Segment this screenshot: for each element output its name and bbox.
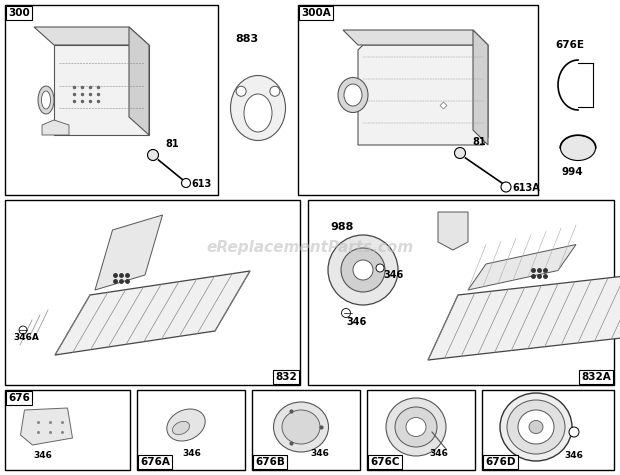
- Polygon shape: [129, 27, 149, 135]
- Ellipse shape: [38, 86, 54, 114]
- Circle shape: [236, 86, 246, 96]
- Text: 346A: 346A: [13, 333, 39, 342]
- Text: eReplacementParts.com: eReplacementParts.com: [206, 240, 414, 255]
- Text: 988: 988: [330, 222, 353, 232]
- Bar: [5, 5, 218, 195]
- Text: 676B: 676B: [255, 457, 285, 467]
- Ellipse shape: [244, 94, 272, 132]
- Text: 81: 81: [472, 137, 485, 147]
- Polygon shape: [34, 27, 149, 45]
- Polygon shape: [55, 271, 250, 355]
- Bar: [137, 390, 245, 470]
- Text: 346: 346: [33, 451, 52, 460]
- Circle shape: [376, 264, 384, 272]
- Polygon shape: [95, 215, 162, 290]
- Bar: [308, 200, 614, 385]
- Text: 883: 883: [235, 34, 258, 44]
- Ellipse shape: [529, 420, 543, 434]
- Bar: [5, 390, 130, 470]
- Bar: [482, 390, 614, 470]
- Circle shape: [328, 235, 398, 305]
- Ellipse shape: [560, 135, 595, 161]
- Bar: [5, 200, 300, 385]
- Polygon shape: [428, 272, 620, 360]
- Bar: [298, 5, 538, 195]
- Text: 346: 346: [564, 451, 583, 460]
- Polygon shape: [473, 30, 488, 145]
- Polygon shape: [468, 245, 576, 290]
- Ellipse shape: [501, 182, 511, 192]
- Text: 300: 300: [8, 8, 30, 18]
- Ellipse shape: [518, 410, 554, 444]
- Text: 346: 346: [429, 449, 448, 458]
- Ellipse shape: [231, 76, 285, 141]
- Text: 676: 676: [8, 393, 30, 403]
- Ellipse shape: [454, 148, 466, 159]
- Text: 676C: 676C: [370, 457, 399, 467]
- Text: 832A: 832A: [582, 372, 611, 382]
- Bar: [367, 390, 475, 470]
- Ellipse shape: [344, 84, 362, 106]
- Text: 81: 81: [165, 139, 179, 149]
- Ellipse shape: [569, 427, 579, 437]
- Ellipse shape: [395, 407, 437, 447]
- Ellipse shape: [172, 421, 190, 435]
- Polygon shape: [54, 45, 149, 135]
- Text: 346: 346: [383, 270, 403, 280]
- Ellipse shape: [148, 150, 159, 161]
- Ellipse shape: [507, 400, 565, 454]
- Text: 994: 994: [562, 167, 583, 177]
- Polygon shape: [343, 30, 488, 45]
- Circle shape: [19, 326, 27, 334]
- Text: 346: 346: [182, 449, 201, 458]
- Circle shape: [353, 260, 373, 280]
- Text: 613A: 613A: [512, 183, 540, 193]
- Polygon shape: [438, 212, 468, 250]
- Text: 613: 613: [191, 179, 211, 189]
- Ellipse shape: [386, 398, 446, 456]
- Circle shape: [270, 86, 280, 96]
- Circle shape: [341, 248, 385, 292]
- Text: 832: 832: [275, 372, 297, 382]
- Ellipse shape: [406, 418, 426, 437]
- Ellipse shape: [338, 77, 368, 113]
- Text: 346: 346: [346, 317, 366, 327]
- Text: 346: 346: [310, 449, 329, 458]
- Text: 676A: 676A: [140, 457, 170, 467]
- Bar: [252, 390, 360, 470]
- Ellipse shape: [282, 410, 320, 444]
- Polygon shape: [358, 45, 488, 145]
- Circle shape: [342, 308, 350, 317]
- Ellipse shape: [500, 393, 572, 461]
- Text: 676E: 676E: [555, 40, 584, 50]
- Text: 676D: 676D: [485, 457, 515, 467]
- Text: 300A: 300A: [301, 8, 330, 18]
- Polygon shape: [42, 120, 69, 135]
- Ellipse shape: [273, 402, 329, 452]
- Polygon shape: [20, 408, 73, 445]
- Ellipse shape: [182, 179, 190, 188]
- Ellipse shape: [167, 409, 205, 441]
- Ellipse shape: [42, 91, 50, 109]
